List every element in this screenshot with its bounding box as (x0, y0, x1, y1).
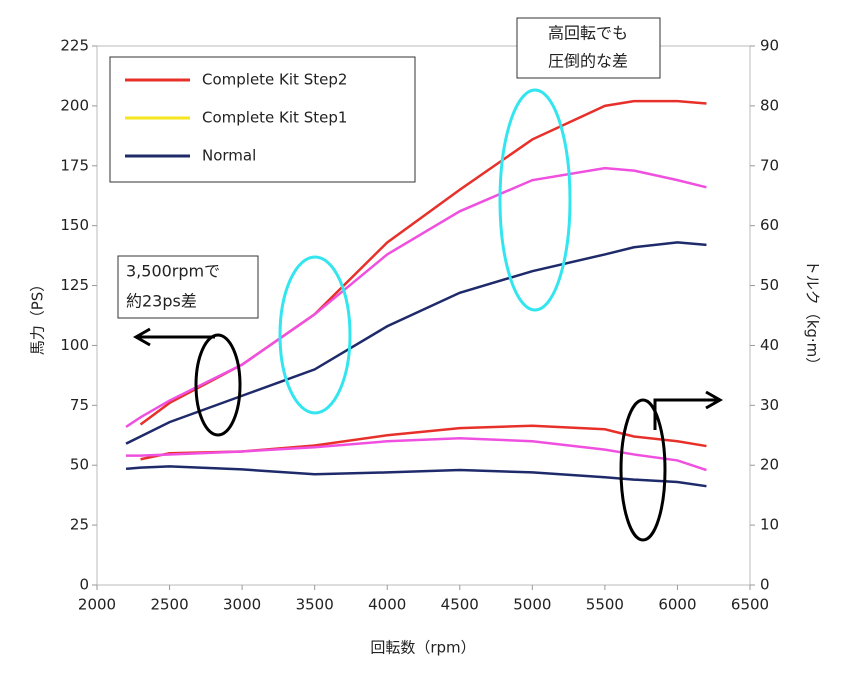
annotation-box (117, 255, 259, 319)
x-tick-label: 4500 (441, 596, 479, 614)
x-tick-label: 6500 (731, 596, 769, 614)
y2-tick-label: 10 (760, 516, 779, 534)
annotation: 高回転でも (548, 24, 628, 43)
annotation: 3,500rpmで (126, 262, 220, 281)
y-tick-label: 175 (60, 156, 89, 174)
y2-tick-label: 40 (760, 336, 779, 354)
arrow (132, 327, 215, 347)
highlight-ellipse (194, 333, 242, 437)
y2-tick-label: 30 (760, 396, 779, 414)
x-tick-label: 5500 (586, 596, 624, 614)
y-tick-label: 50 (70, 456, 89, 474)
y-tick-label: 75 (70, 396, 89, 414)
y-tick-label: 125 (60, 276, 89, 294)
y-tick-label: 150 (60, 216, 89, 234)
arrow (653, 390, 724, 430)
x-tick-label: 5000 (513, 596, 551, 614)
annotation: 約23ps差 (126, 292, 197, 311)
highlight-ellipse (278, 255, 352, 415)
x-tick-label: 6000 (658, 596, 696, 614)
series-line (125, 465, 707, 488)
series-line (125, 166, 707, 428)
y2-tick-label: 0 (760, 576, 770, 594)
y2-tick-label: 60 (760, 216, 779, 234)
plot-frame (96, 45, 751, 586)
y-tick-label: 100 (60, 336, 89, 354)
y-tick-label: 25 (70, 516, 89, 534)
legend (109, 56, 416, 183)
annotation-box (516, 17, 661, 79)
legend-label: Complete Kit Step1 (202, 109, 347, 127)
y2-tick-label: 50 (760, 276, 779, 294)
x-tick-label: 4000 (368, 596, 406, 614)
x-tick-label: 2000 (78, 596, 116, 614)
annotation: 圧倒的な差 (548, 52, 628, 71)
y2-axis-label: トルク（kg·m） (804, 260, 822, 373)
highlight-ellipse (498, 88, 572, 312)
y-tick-label: 200 (60, 96, 89, 114)
y2-tick-label: 70 (760, 156, 779, 174)
y2-tick-label: 80 (760, 96, 779, 114)
legend-label: Normal (202, 147, 256, 165)
legend-label: Complete Kit Step2 (202, 71, 347, 89)
series-line (126, 437, 707, 472)
highlight-ellipse (619, 398, 667, 542)
series-line (125, 241, 707, 445)
x-tick-label: 3500 (296, 596, 334, 614)
y-tick-label: 0 (79, 576, 89, 594)
y2-tick-label: 90 (760, 37, 779, 55)
x-tick-label: 2500 (150, 596, 188, 614)
x-axis-label: 回転数（rpm） (370, 639, 475, 657)
y2-tick-label: 20 (760, 456, 779, 474)
y-tick-label: 225 (60, 37, 89, 55)
x-tick-label: 3000 (223, 596, 261, 614)
y-axis-label: 馬力（PS） (29, 277, 47, 356)
